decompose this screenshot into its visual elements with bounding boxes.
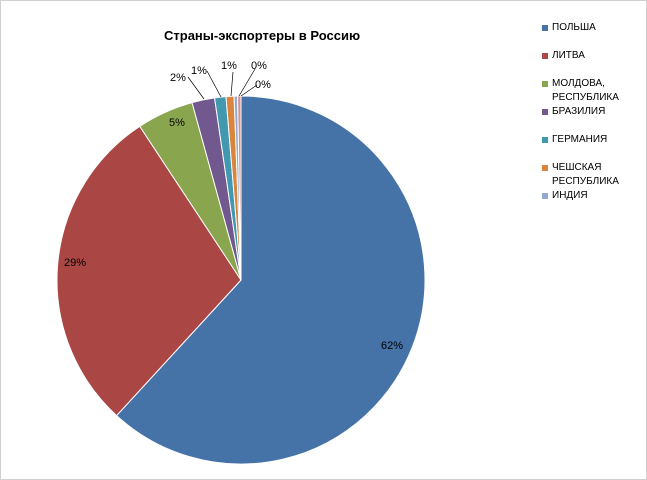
legend-item-6: ИНДИЯ — [542, 189, 588, 203]
legend-label-5: ЧЕШСКАЯ РЕСПУБЛИКА — [552, 162, 619, 187]
pie-slice-1 — [56, 125, 242, 417]
data-label-6: 0% — [251, 60, 267, 72]
pie-slice-0 — [115, 95, 426, 465]
data-label-4: 1% — [191, 65, 207, 77]
legend-label-2: МОЛДОВА, РЕСПУБЛИКА — [552, 78, 619, 103]
leader-line-7 — [240, 84, 258, 97]
legend-swatch-3 — [542, 109, 548, 115]
legend-item-3: БРАЗИЛИЯ — [542, 105, 605, 119]
legend-label-3: БРАЗИЛИЯ — [552, 106, 606, 117]
legend-item-4: ГЕРМАНИЯ — [542, 133, 607, 147]
data-label-0: 62% — [381, 340, 403, 352]
leader-line-5 — [230, 71, 234, 97]
legend-label-1: ЛИТВА — [552, 50, 585, 61]
data-label-5: 1% — [221, 60, 237, 72]
legend-label-4: ГЕРМАНИЯ — [552, 134, 608, 145]
chart-title: Страны-экспортеры в Россию — [164, 28, 361, 43]
legend-swatch-0 — [542, 25, 548, 31]
legend-item-1: ЛИТВА — [542, 49, 585, 63]
legend-label-6: ИНДИЯ — [552, 190, 588, 201]
legend-swatch-6 — [542, 193, 548, 199]
legend-swatch-2 — [542, 81, 548, 87]
legend-swatch-4 — [542, 137, 548, 143]
legend-item-5: ЧЕШСКАЯ РЕСПУБЛИКА — [542, 161, 642, 189]
leader-line-3 — [187, 76, 205, 100]
data-label-2: 5% — [169, 117, 185, 129]
legend-swatch-5 — [542, 165, 548, 171]
legend-item-0: ПОЛЬША — [542, 21, 596, 35]
legend-swatch-1 — [542, 53, 548, 59]
data-label-3: 2% — [170, 72, 186, 84]
leader-line-4 — [206, 70, 222, 98]
data-label-7: 0% — [255, 79, 271, 91]
legend-item-2: МОЛДОВА, РЕСПУБЛИКА — [542, 77, 642, 105]
legend-label-0: ПОЛЬША — [552, 22, 596, 33]
data-label-1: 29% — [64, 257, 86, 269]
leader-line-6 — [238, 68, 256, 97]
